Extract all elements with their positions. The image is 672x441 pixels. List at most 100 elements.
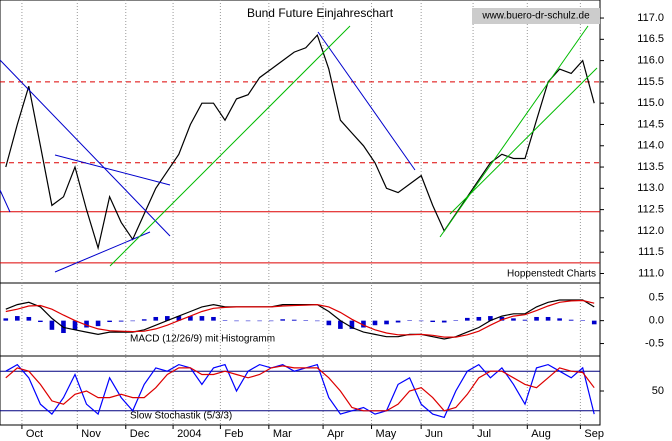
series-line bbox=[5, 33, 595, 251]
histogram-bar bbox=[511, 318, 516, 321]
histogram-bar bbox=[338, 320, 343, 329]
histogram-bar bbox=[3, 318, 9, 321]
histogram-bar bbox=[568, 319, 574, 321]
histogram-bar bbox=[153, 316, 159, 321]
y-tick-label: 113.0 bbox=[637, 182, 664, 194]
histogram-bar bbox=[26, 316, 32, 321]
trend-line bbox=[0, 189, 11, 213]
histogram-bar bbox=[211, 316, 216, 321]
x-tick-label: Aug bbox=[531, 428, 551, 440]
y-tick-label: 50 bbox=[652, 385, 664, 397]
histogram-bar bbox=[453, 320, 459, 321]
histogram-bar bbox=[591, 320, 597, 325]
histogram-bar bbox=[49, 320, 55, 330]
histogram-bar bbox=[234, 320, 239, 322]
histogram-bar bbox=[199, 316, 205, 321]
histogram-bar bbox=[580, 320, 585, 321]
histogram-bar bbox=[384, 320, 389, 325]
y-tick-label: 114.0 bbox=[637, 140, 664, 152]
histogram-bar bbox=[84, 320, 89, 328]
histogram-bar bbox=[245, 320, 251, 322]
histogram-bar bbox=[165, 316, 170, 321]
trend-lines bbox=[0, 25, 598, 273]
y-tick-label: 114.5 bbox=[637, 118, 664, 130]
trend-line bbox=[449, 67, 598, 215]
histogram-bar bbox=[557, 318, 562, 321]
x-tick-label: 2004 bbox=[177, 428, 201, 440]
series-line bbox=[5, 299, 595, 338]
series-line bbox=[5, 363, 595, 419]
x-tick-label: Apr bbox=[327, 428, 344, 440]
x-tick-label: Jul bbox=[477, 428, 491, 440]
histogram-bar bbox=[141, 319, 147, 321]
trend-line bbox=[54, 154, 171, 186]
histogram-bar bbox=[361, 320, 366, 328]
y-tick-label: 116.5 bbox=[637, 33, 664, 45]
histogram-bar bbox=[188, 316, 193, 321]
source: Hoppenstedt Charts bbox=[507, 269, 596, 280]
histogram-bar bbox=[315, 320, 320, 322]
trend-line bbox=[439, 25, 589, 238]
x-tick-label: Nov bbox=[81, 428, 101, 440]
histogram-bar bbox=[176, 316, 182, 321]
histogram-bar bbox=[465, 317, 470, 321]
histogram-bar bbox=[534, 316, 539, 321]
histogram-bar bbox=[107, 320, 112, 323]
histogram-bar bbox=[441, 320, 447, 323]
histogram-bar bbox=[522, 319, 528, 321]
y-tick-label: 111.5 bbox=[638, 246, 664, 258]
histogram-bar bbox=[291, 319, 297, 321]
histogram-bar bbox=[280, 319, 285, 321]
histogram-bar bbox=[326, 320, 332, 326]
y-tick-label: 0.5 bbox=[649, 292, 664, 304]
histogram-bar bbox=[499, 316, 505, 321]
histogram-bar bbox=[118, 320, 124, 322]
x-tick-label: Feb bbox=[224, 428, 243, 440]
y-tick-label: 112.5 bbox=[637, 204, 664, 216]
histogram-bar bbox=[268, 320, 274, 322]
histogram-bar bbox=[349, 320, 355, 329]
y-tick-label: -0.5 bbox=[645, 337, 664, 349]
y-tick-label: 0.0 bbox=[649, 315, 664, 327]
histogram-bar bbox=[418, 320, 424, 322]
series-line bbox=[5, 365, 595, 412]
histogram-bar bbox=[372, 320, 378, 326]
histogram-bar bbox=[95, 320, 101, 327]
histogram-bar bbox=[395, 320, 401, 323]
histogram-bar bbox=[72, 320, 78, 330]
url: www.buero-dr-schulz.de bbox=[481, 11, 590, 22]
histogram-bar bbox=[430, 320, 435, 323]
histogram-bar bbox=[38, 320, 43, 323]
chart-title: Bund Future Einjahreschart bbox=[247, 6, 394, 20]
x-tick-label: Jun bbox=[425, 428, 443, 440]
series-line bbox=[5, 299, 595, 340]
trend-line bbox=[0, 59, 171, 237]
histogram-bar bbox=[476, 316, 482, 321]
x-tick-label: Sep bbox=[584, 428, 604, 440]
stoch-label: Slow Stochastik (5/3/3) bbox=[130, 411, 232, 422]
x-tick-label: May bbox=[376, 428, 397, 440]
histogram-bar bbox=[222, 320, 228, 321]
histogram-bar bbox=[488, 316, 493, 321]
histogram-bar bbox=[257, 320, 262, 322]
y-tick-label: 112.0 bbox=[637, 225, 664, 237]
histogram-bar bbox=[407, 320, 412, 321]
url-box bbox=[472, 8, 600, 24]
y-tick-label: 111.0 bbox=[638, 267, 664, 279]
y-tick-label: 115.0 bbox=[637, 97, 664, 109]
histogram-bar bbox=[130, 320, 135, 322]
x-tick-label: Dec bbox=[130, 428, 150, 440]
plot-frame bbox=[0, 0, 601, 426]
histogram-bar bbox=[15, 316, 20, 321]
x-tick-label: Oct bbox=[26, 428, 43, 440]
macd-label: MACD (12/26/9) mit Histogramm bbox=[130, 334, 275, 345]
histogram-bar bbox=[303, 320, 309, 321]
trend-line bbox=[109, 25, 351, 267]
y-tick-label: 113.5 bbox=[637, 161, 664, 173]
y-tick-label: 116.0 bbox=[637, 55, 664, 67]
x-tick-label: Mar bbox=[273, 428, 292, 440]
y-tick-label: 115.5 bbox=[637, 76, 664, 88]
trend-line bbox=[54, 231, 151, 273]
histogram-bar bbox=[545, 316, 551, 321]
